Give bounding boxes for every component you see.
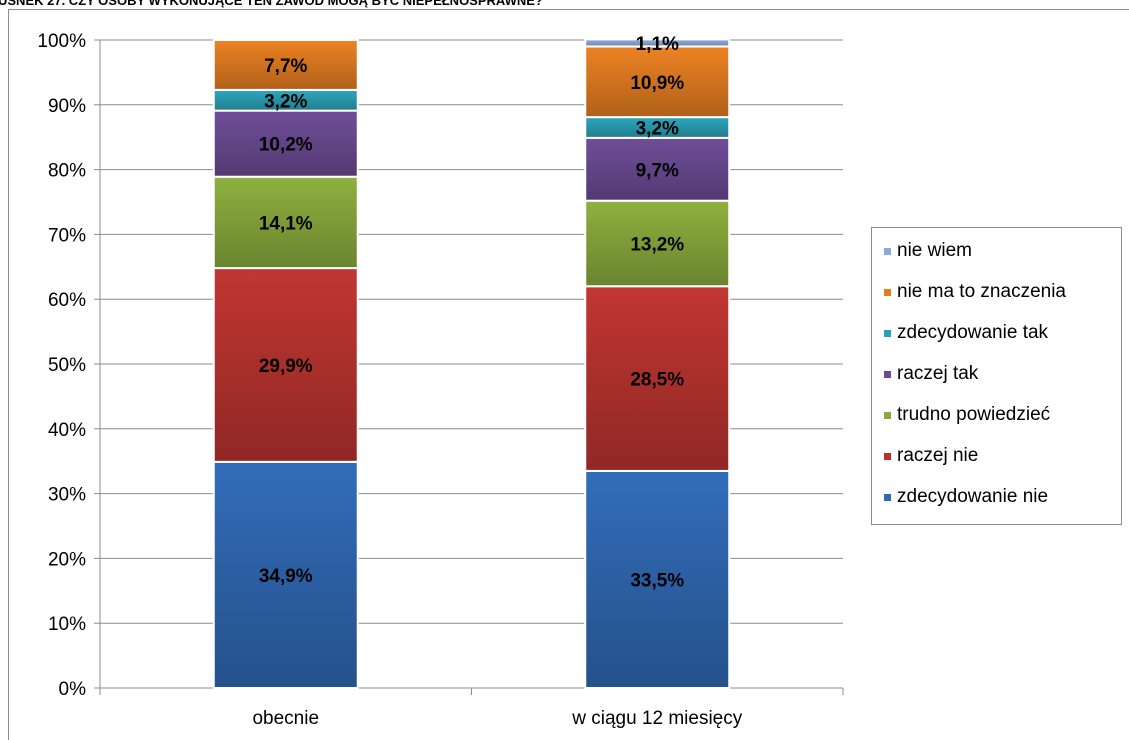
legend-swatch	[884, 493, 891, 501]
data-label: 14,1%	[259, 213, 313, 234]
bar-segment	[584, 285, 731, 472]
axes: 0% 10% 20% 30% 40% 50% 60% 70% 80% 90% 100% obecnie…	[37, 31, 844, 729]
bar-segment	[584, 469, 731, 690]
bar-segment	[584, 38, 731, 48]
y-tick-label: 80%	[48, 161, 86, 182]
legend-swatch	[884, 370, 891, 378]
legend-label: nie ma to znaczenia	[897, 281, 1066, 302]
data-labels: 34,9% 29,9% 14,1% 10,2% 3,2% 7,7% 33,5% 28,5% 13…	[259, 34, 684, 592]
chart-title-strip: USNEK 27. CZY OSOBY WYKONUJĄCE TEN ZAWÓD…	[0, 0, 1129, 10]
data-label: 10,2%	[259, 135, 313, 156]
legend-item: raczej nie	[884, 441, 978, 471]
y-tick-label: 10%	[48, 614, 86, 635]
data-label: 33,5%	[630, 570, 684, 591]
y-tick-label: 30%	[48, 485, 86, 506]
y-tick-label: 60%	[48, 290, 86, 311]
data-label: 9,7%	[636, 160, 679, 181]
x-category-label: w ciągu 12 miesięcy	[571, 708, 743, 729]
legend-label: zdecydowanie tak	[897, 322, 1049, 343]
y-tick-label: 40%	[48, 420, 86, 441]
bar-segment	[584, 45, 731, 119]
y-tick-label: 20%	[48, 549, 86, 570]
legend: nie wiem nie ma to znaczenia zdecydowanie …	[871, 227, 1122, 525]
data-label: 7,7%	[264, 56, 307, 77]
data-label: 3,2%	[636, 118, 679, 139]
y-tick-label: 100%	[37, 31, 86, 52]
y-tick-label: 0%	[59, 679, 87, 700]
data-label: 1,1%	[636, 34, 679, 55]
bar-segment	[584, 136, 731, 202]
data-label: 3,2%	[264, 91, 307, 112]
bar-segment	[212, 460, 359, 689]
legend-swatch	[884, 288, 891, 296]
chart-title: USNEK 27. CZY OSOBY WYKONUJĄCE TEN ZAWÓD…	[0, 0, 543, 8]
bar-segment	[212, 39, 359, 91]
data-label: 34,9%	[259, 566, 313, 587]
x-category-label: obecnie	[252, 708, 319, 729]
legend-label: raczej nie	[897, 445, 979, 466]
chart-frame	[8, 9, 1129, 740]
legend-item: zdecydowanie tak	[884, 318, 1048, 348]
y-tick-label: 70%	[48, 225, 86, 246]
data-label: 13,2%	[630, 234, 684, 255]
bar-segment	[212, 267, 359, 463]
legend-item: zdecydowanie nie	[884, 482, 1048, 512]
data-label: 10,9%	[630, 73, 684, 94]
grid-lines	[100, 39, 843, 624]
legend-swatch	[884, 452, 891, 460]
y-tick-label: 50%	[48, 355, 86, 376]
legend-label: raczej tak	[897, 363, 979, 384]
legend-label: nie wiem	[897, 240, 972, 261]
legend-item: raczej tak	[884, 359, 978, 389]
legend-swatch	[884, 247, 891, 255]
legend-item: nie wiem	[884, 236, 972, 266]
data-label: 28,5%	[630, 370, 684, 391]
legend-swatch	[884, 411, 891, 419]
bars	[212, 38, 731, 690]
legend-item: trudno powiedzieć	[884, 400, 1050, 430]
legend-swatch	[884, 329, 891, 337]
legend-label: zdecydowanie nie	[897, 486, 1049, 507]
data-label: 29,9%	[259, 356, 313, 377]
legend-label: trudno powiedzieć	[897, 404, 1051, 425]
bar-segment	[212, 175, 359, 270]
y-tick-label: 90%	[48, 96, 86, 117]
legend-item: nie ma to znaczenia	[884, 277, 1066, 307]
bar-segment	[212, 109, 359, 178]
bar-segment	[584, 199, 731, 288]
